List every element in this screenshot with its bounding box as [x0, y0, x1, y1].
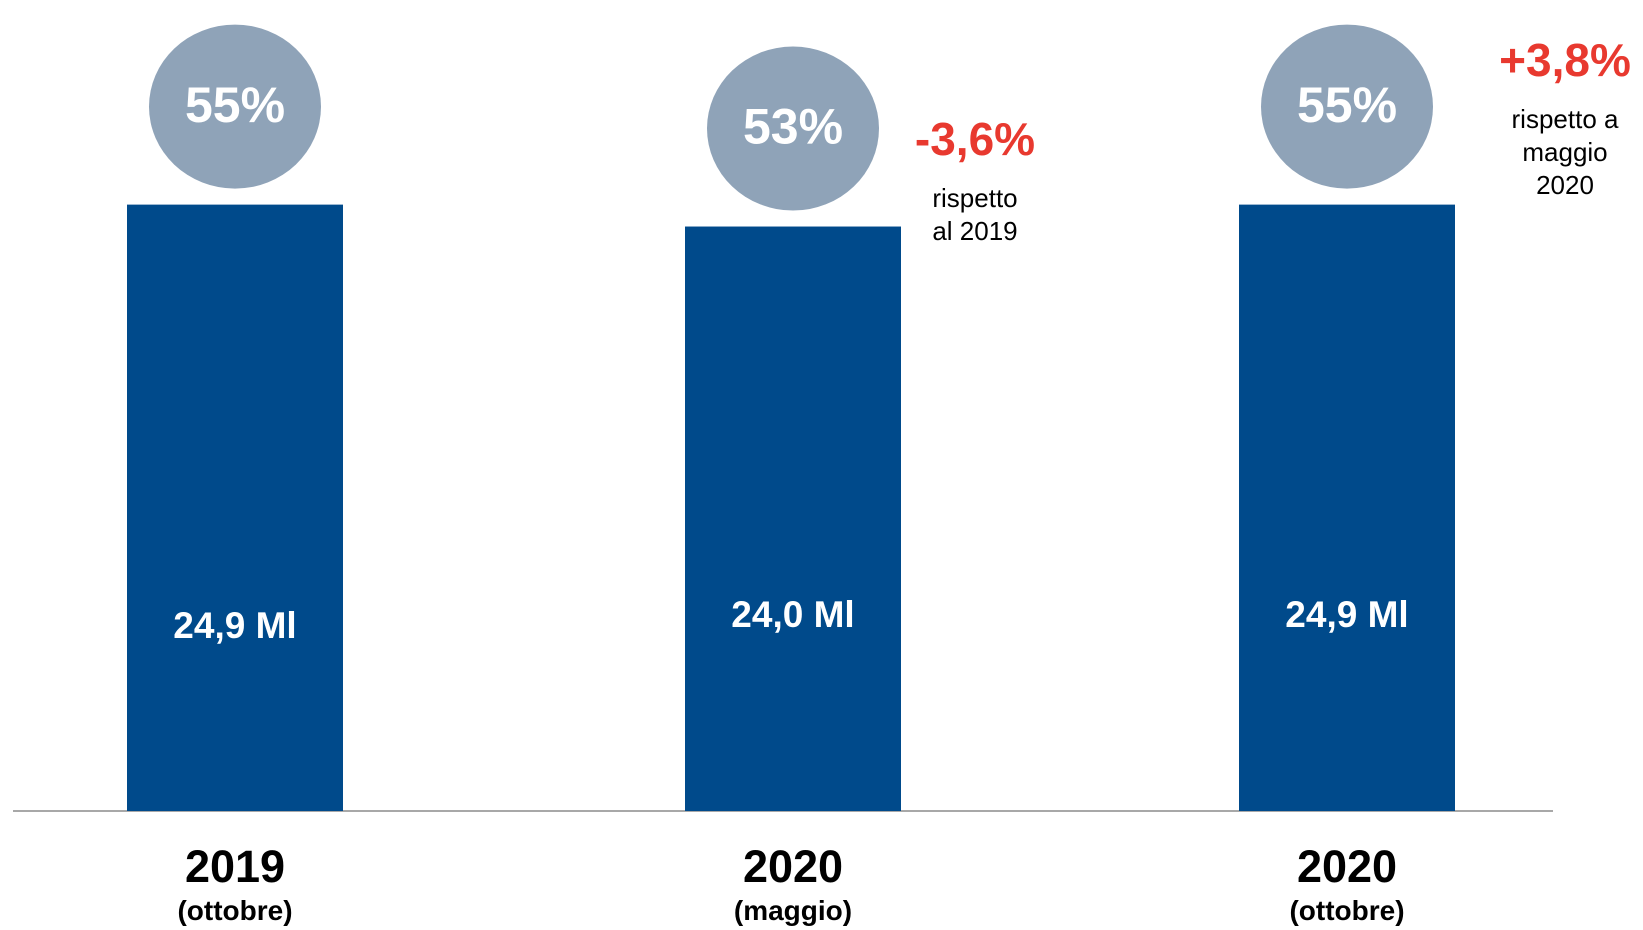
share-bubble: [1261, 24, 1433, 189]
delta-note-line: al 2019: [932, 216, 1017, 246]
bar-value-label: 24,9 Ml: [1285, 594, 1408, 635]
share-bubble: [149, 24, 321, 189]
bar-2: [685, 226, 901, 811]
category-year-label: 2020: [1297, 841, 1397, 892]
delta-value-label: -3,6%: [915, 113, 1035, 165]
category-year-label: 2019: [185, 841, 285, 892]
delta-note-line: rispetto: [932, 183, 1017, 213]
category-year-label: 2020: [743, 841, 843, 892]
share-label: 55%: [185, 77, 285, 133]
delta-note-line: maggio: [1522, 137, 1607, 167]
category-period-label: (maggio): [734, 895, 852, 926]
bar-3: [1239, 204, 1455, 812]
bar-value-label: 24,9 Ml: [173, 605, 296, 646]
category-period-label: (ottobre): [177, 895, 292, 926]
share-label: 55%: [1297, 77, 1397, 133]
category-period-label: (ottobre): [1289, 895, 1404, 926]
share-label: 53%: [743, 99, 843, 155]
bar-value-label: 24,0 Ml: [731, 594, 854, 635]
bar-1: [127, 204, 343, 812]
delta-note-line: 2020: [1536, 170, 1594, 200]
delta-note-line: rispetto a: [1512, 104, 1619, 134]
share-bubble: [707, 46, 879, 211]
delta-value-label: +3,8%: [1499, 34, 1631, 86]
